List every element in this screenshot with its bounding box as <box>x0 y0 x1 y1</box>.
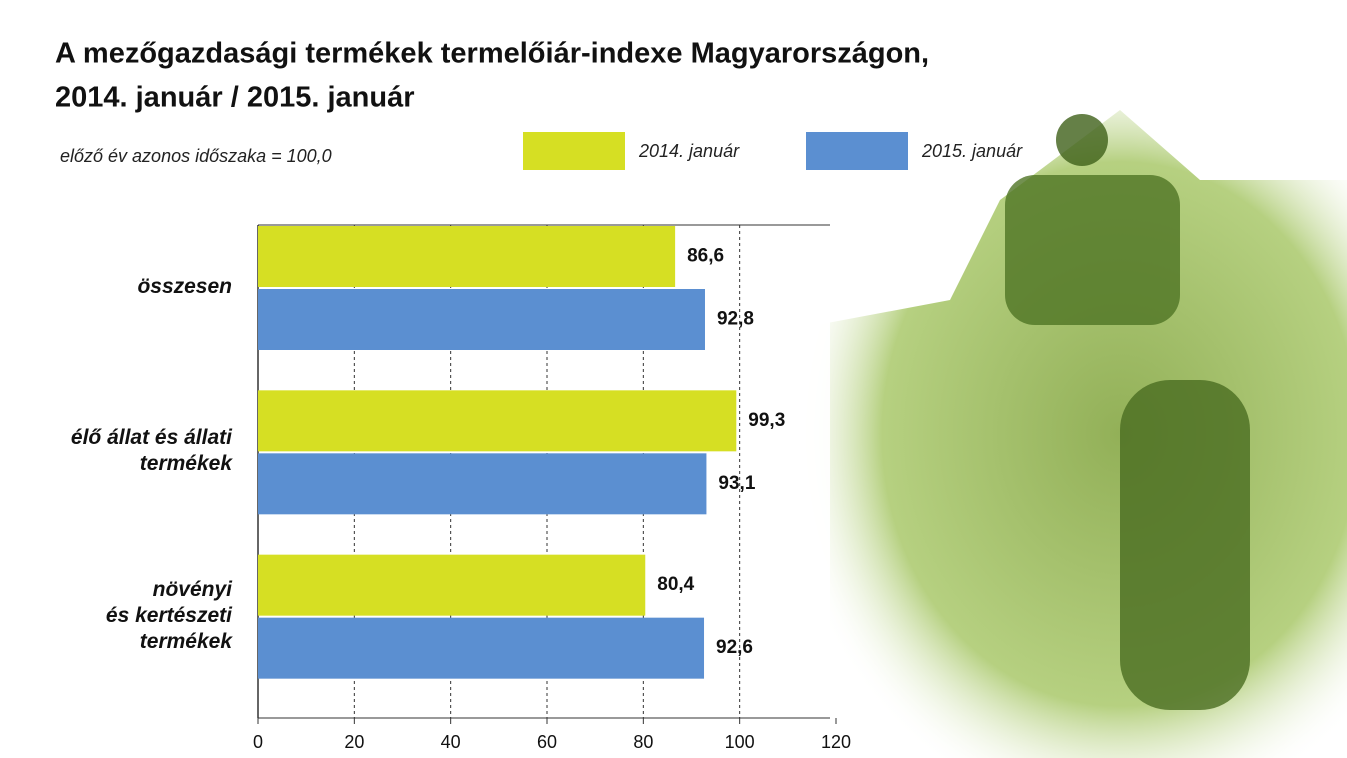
x-tick-label: 0 <box>253 732 263 752</box>
chart-subtitle: 2014. január / 2015. január <box>55 82 414 114</box>
value-label: 92,8 <box>717 309 754 330</box>
photo-figure <box>1005 175 1180 325</box>
legend-label: 2014. január <box>638 141 740 161</box>
bar <box>258 226 676 287</box>
legend-swatch <box>806 132 908 170</box>
photo-head <box>1056 114 1108 166</box>
bar <box>258 453 707 515</box>
note: előző év azonos időszaka = 100,0 <box>60 146 332 166</box>
legend-swatch <box>523 132 625 170</box>
bar <box>258 390 737 452</box>
y-tick-label: növényi és kertészeti termékek <box>105 577 232 653</box>
chart-title: A mezőgazdasági termékek termelőiár-inde… <box>55 38 929 70</box>
bar <box>258 554 646 616</box>
y-tick-label: összesen <box>137 275 232 298</box>
value-label: 99,3 <box>748 410 785 431</box>
x-tick-label: 60 <box>537 732 557 752</box>
y-tick-label: élő állat és állati termékek <box>70 426 232 476</box>
value-label: 92,6 <box>716 637 753 658</box>
value-label: 86,6 <box>687 246 724 267</box>
legend-label: 2015. január <box>921 141 1023 161</box>
photo-wheel <box>1120 380 1250 710</box>
x-tick-label: 120 <box>821 732 851 752</box>
x-tick-label: 100 <box>725 732 755 752</box>
x-tick-label: 40 <box>441 732 461 752</box>
value-label: 80,4 <box>657 574 694 595</box>
bar <box>258 617 705 679</box>
x-tick-label: 20 <box>344 732 364 752</box>
x-tick-label: 80 <box>633 732 653 752</box>
value-label: 93,1 <box>718 473 755 494</box>
bar <box>258 289 705 350</box>
